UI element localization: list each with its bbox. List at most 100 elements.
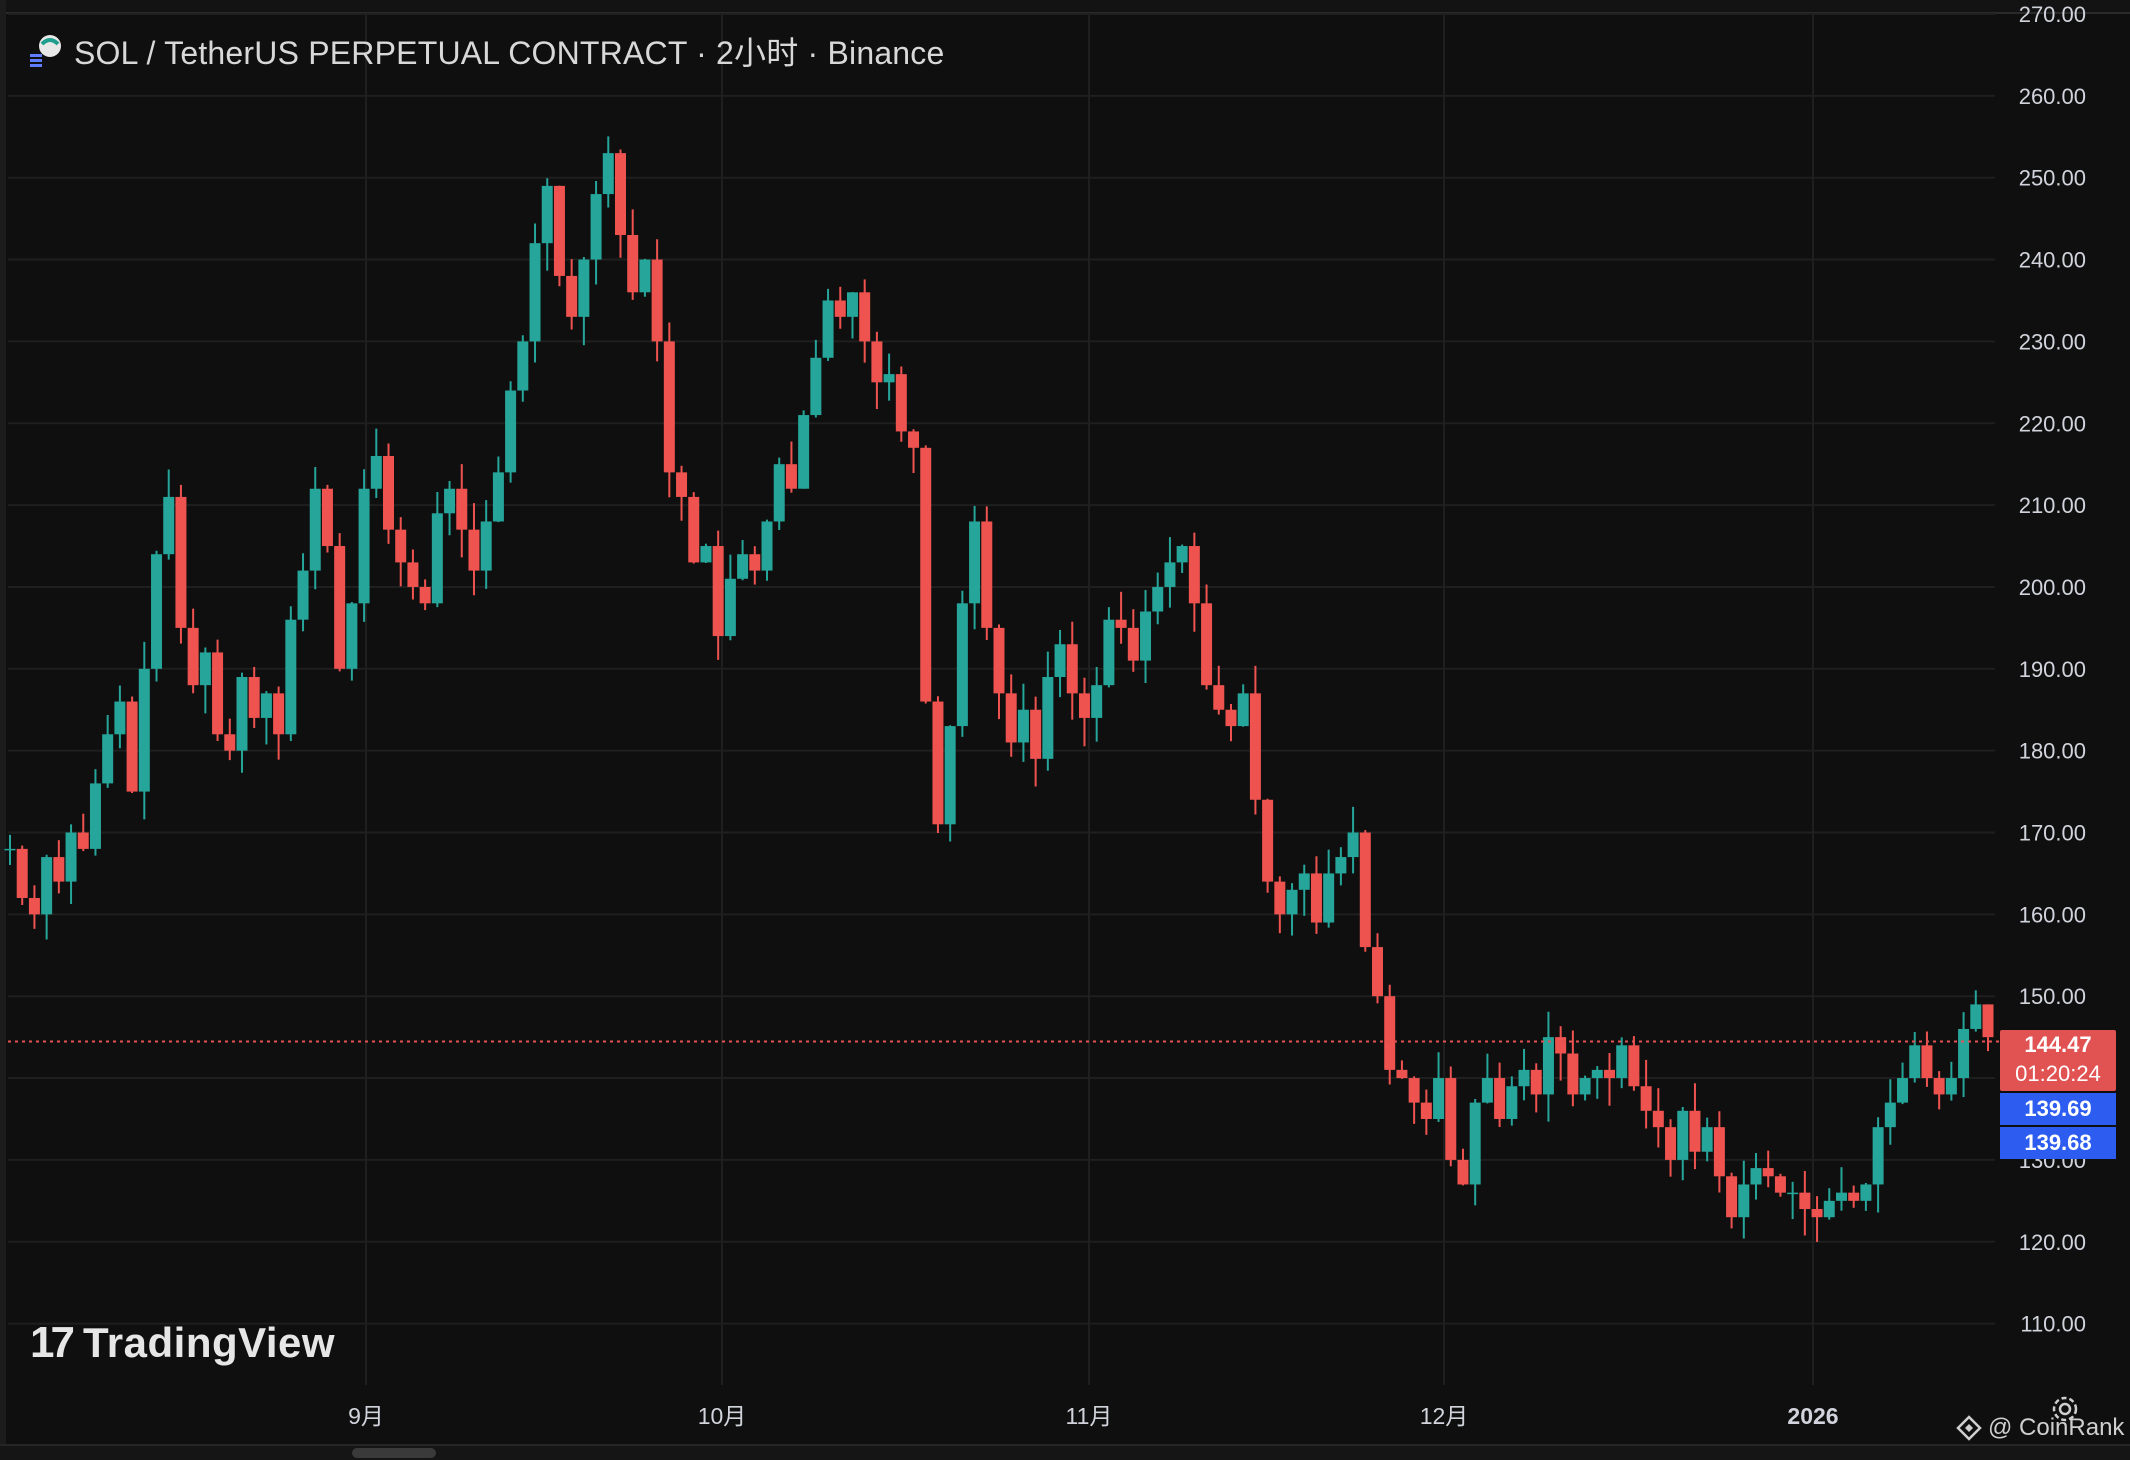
candle-body	[602, 153, 614, 195]
price-marker-b: 139.68	[2000, 1127, 2116, 1159]
candle-body	[1005, 693, 1017, 743]
candle-body	[1396, 1069, 1408, 1079]
y-tick-label: 270.00	[2019, 2, 2086, 27]
candle-body	[895, 374, 907, 432]
candle-body	[505, 390, 517, 473]
candle-body	[1811, 1209, 1823, 1218]
candle-body	[1921, 1045, 1933, 1079]
y-tick-label: 250.00	[2019, 166, 2086, 191]
candle-body	[1140, 611, 1152, 661]
candle-body	[614, 153, 626, 235]
candle-body	[1457, 1159, 1469, 1185]
candle-body	[1042, 676, 1054, 759]
candle-body	[102, 734, 114, 784]
candle-body	[737, 554, 749, 579]
candle-body	[1372, 947, 1384, 997]
candle-body	[1176, 546, 1188, 563]
candle-body	[16, 848, 28, 898]
candle-body	[993, 627, 1005, 694]
candle-body	[1530, 1069, 1542, 1095]
candle-body	[1555, 1037, 1567, 1054]
chart-legend[interactable]: SOL / TetherUS PERPETUAL CONTRACT · 2小时 …	[26, 26, 945, 76]
candle-body	[187, 627, 199, 686]
candle-body	[908, 431, 920, 448]
candle-body	[1469, 1102, 1481, 1185]
left-border	[0, 0, 6, 1458]
candle-body	[1774, 1176, 1786, 1193]
candle-body	[1579, 1078, 1591, 1095]
candle-body	[1823, 1200, 1835, 1218]
candle-body	[883, 374, 895, 383]
candle-body	[1323, 873, 1335, 923]
candle-body	[370, 455, 382, 489]
candle-body	[1494, 1078, 1506, 1119]
candle-body	[1298, 873, 1310, 890]
candle-body	[663, 341, 675, 473]
y-tick-label: 240.00	[2019, 248, 2086, 273]
y-tick-label: 160.00	[2019, 902, 2086, 927]
candle-body	[1127, 627, 1139, 661]
y-tick-label: 120.00	[2019, 1230, 2086, 1255]
candle-body	[1835, 1192, 1847, 1201]
candle-body	[712, 546, 724, 637]
y-tick-label: 110.00	[2020, 1312, 2086, 1337]
y-tick-label: 210.00	[2019, 493, 2086, 518]
y-tick-label: 180.00	[2019, 739, 2086, 764]
candle-body	[1677, 1110, 1689, 1160]
candle-body	[41, 857, 53, 915]
x-tick-label: 2026	[1787, 1403, 1838, 1429]
candle-body	[53, 857, 65, 882]
candle-body	[1982, 1004, 1994, 1038]
candle-body	[724, 578, 736, 637]
candle-body	[212, 652, 224, 735]
candle-body	[1249, 693, 1261, 800]
candle-body	[383, 455, 395, 530]
candle-body	[297, 570, 309, 620]
settings-gear-icon[interactable]	[2048, 1392, 2082, 1426]
scroll-handle[interactable]	[352, 1448, 436, 1458]
candle-body	[1030, 709, 1042, 759]
y-tick-label: 260.00	[2019, 84, 2086, 109]
y-tick-label: 220.00	[2019, 411, 2086, 436]
candle-body	[1262, 799, 1274, 882]
candle-body	[676, 472, 688, 497]
candle-body	[1433, 1078, 1445, 1119]
candle-body	[1286, 889, 1298, 915]
candle-body	[920, 447, 932, 702]
last-price-tag: 144.47 01:20:24	[2000, 1030, 2116, 1091]
candle-body	[1237, 693, 1249, 727]
candle-body	[688, 496, 700, 563]
candle-body	[1054, 644, 1066, 677]
candle-body	[1347, 832, 1359, 858]
candle-body	[334, 546, 346, 669]
candle-body	[541, 185, 553, 244]
candle-body	[566, 275, 578, 317]
candle-body	[798, 415, 810, 489]
symbol-icon[interactable]	[26, 32, 64, 70]
candle-body	[1274, 881, 1286, 915]
candle-body	[1701, 1127, 1713, 1152]
tradingview-logo[interactable]: 17 TradingView	[30, 1318, 335, 1368]
candle-body	[358, 488, 370, 604]
candle-body	[492, 472, 504, 522]
candle-body	[346, 603, 358, 669]
candle-body	[1017, 709, 1029, 743]
candle-body	[1225, 709, 1237, 727]
candle-body	[1884, 1102, 1896, 1128]
candle-body	[1213, 685, 1225, 710]
time-scale-bar[interactable]	[0, 1444, 2130, 1460]
candle-body	[138, 668, 150, 792]
candle-body	[1445, 1078, 1457, 1160]
candle-body	[1799, 1192, 1811, 1210]
candle-body	[224, 734, 236, 751]
tradingview-logo-text: TradingView	[82, 1319, 336, 1366]
bar-countdown: 01:20:24	[2015, 1061, 2101, 1086]
candle-body	[321, 488, 333, 547]
x-tick-label: 9月	[348, 1403, 384, 1429]
candle-body	[126, 701, 138, 792]
candle-body	[553, 185, 565, 276]
candle-body	[1188, 546, 1200, 604]
y-tick-label: 170.00	[2019, 821, 2086, 846]
